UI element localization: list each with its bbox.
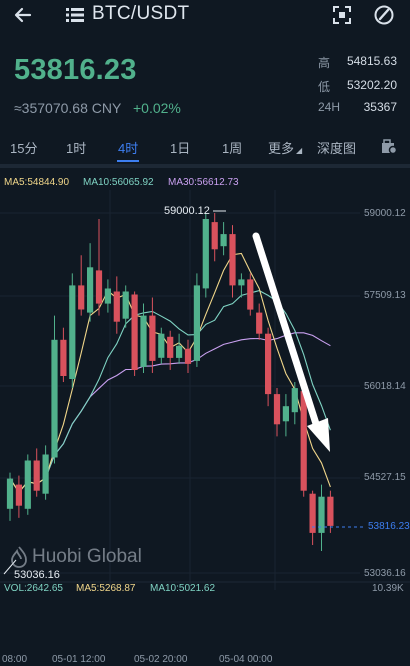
volume-24h-value: 35367 — [363, 100, 397, 114]
fullscreen-icon[interactable] — [329, 2, 355, 28]
candle — [15, 484, 22, 506]
candle — [220, 234, 227, 247]
candle — [273, 394, 281, 425]
chart-grid — [0, 190, 410, 590]
candle — [95, 270, 103, 304]
volume-ma10: MA10:5021.62 — [150, 583, 216, 594]
low-value: 53202.20 — [346, 78, 397, 92]
candle — [42, 454, 49, 494]
low-label: 低 — [318, 80, 331, 94]
candle — [24, 460, 31, 509]
huobi-watermark: Huobi Global — [10, 546, 142, 568]
low-marker-line — [3, 559, 17, 575]
volume-24h-label: 24H — [318, 100, 341, 114]
ma-lines — [9, 252, 331, 494]
settings-icon[interactable] — [378, 136, 400, 158]
candle — [122, 291, 129, 319]
caret-down-icon: ◢ — [296, 146, 303, 155]
candle — [167, 336, 174, 358]
candle — [229, 234, 236, 286]
volume-value: VOL:2642.65 — [4, 583, 63, 594]
date-label: 08:00 — [2, 654, 28, 665]
date-label: 05-04 00:00 — [219, 654, 273, 665]
candle — [291, 388, 298, 413]
price-axis-label: 53036.16 — [364, 568, 406, 579]
pair-title[interactable]: BTC/USDT — [92, 3, 190, 24]
annotations — [3, 210, 365, 575]
volume-max: 10.39K — [372, 583, 404, 594]
indicator-icon[interactable] — [371, 2, 397, 28]
back-arrow-icon[interactable] — [10, 2, 36, 28]
watermark-text: Huobi Global — [32, 546, 142, 567]
volume-ma5: MA5:5268.87 — [76, 583, 136, 594]
candle — [238, 279, 245, 286]
tab-4h[interactable]: 4时 — [118, 141, 139, 156]
candles — [6, 213, 334, 552]
date-label: 05-02 20:00 — [134, 654, 188, 665]
date-label: 05-01 12:00 — [52, 654, 106, 665]
candle — [140, 315, 147, 367]
candlestick-chart[interactable] — [0, 190, 410, 590]
candle — [149, 315, 156, 361]
tab-1h[interactable]: 1时 — [66, 141, 87, 156]
candle — [78, 285, 85, 310]
low-price-marker: 53036.16 — [14, 569, 60, 581]
candle — [60, 339, 67, 376]
high-price-marker: 59000.12 — [164, 205, 210, 217]
price-axis-label: 59000.12 — [364, 208, 406, 219]
ma30-value: MA30:56612.73 — [168, 177, 239, 188]
candle — [104, 288, 111, 304]
candle — [211, 222, 218, 250]
candle — [265, 333, 272, 395]
candle — [6, 478, 14, 509]
candle — [318, 496, 325, 533]
menu-icon[interactable] — [64, 4, 86, 26]
high-label: 高 — [318, 56, 331, 70]
candle — [158, 333, 165, 358]
active-tab-indicator — [117, 160, 139, 162]
price-change: +0.02% — [133, 100, 181, 116]
candle — [87, 267, 94, 313]
candle — [247, 279, 254, 310]
candle — [300, 391, 307, 491]
ma5-line — [9, 252, 331, 494]
candle — [33, 460, 40, 491]
interval-tabs: 15分 1时 4时 1日 1周 更多 ◢ 深度图 — [0, 130, 410, 164]
trend-arrow-shaft — [252, 232, 322, 434]
candle — [282, 406, 289, 422]
candle — [69, 285, 76, 379]
high-value: 54815.63 — [346, 54, 397, 68]
candle — [256, 312, 263, 334]
tab-more[interactable]: 更多 ◢ — [268, 138, 302, 157]
trend-arrow-head — [307, 418, 330, 452]
ma5-value: MA5:54844.90 — [4, 177, 70, 188]
cny-price: ≈357070.68 CNY — [14, 100, 122, 116]
candle — [309, 493, 316, 533]
huobi-logo-icon — [11, 546, 27, 568]
price-axis-label: 54527.15 — [364, 472, 406, 483]
price-axis-label: 57509.13 — [364, 290, 406, 301]
price-axis-label: 56018.14 — [364, 381, 406, 392]
tab-depth[interactable]: 深度图 — [317, 141, 357, 156]
tab-more-label: 更多 — [268, 141, 295, 156]
tab-1w[interactable]: 1周 — [222, 141, 243, 156]
candle — [193, 285, 200, 361]
candle — [327, 496, 334, 526]
current-price-tag: 53816.23 — [368, 521, 410, 532]
candle — [202, 219, 209, 289]
top-bar: BTC/USDT — [0, 0, 410, 32]
candle — [176, 345, 183, 358]
candle — [184, 348, 192, 364]
candle — [51, 339, 58, 458]
candle — [113, 291, 120, 322]
candle — [131, 294, 138, 370]
tab-1d[interactable]: 1日 — [170, 141, 191, 156]
tab-15m[interactable]: 15分 — [10, 141, 38, 156]
ma10-value: MA10:56065.92 — [83, 177, 154, 188]
last-price: 53816.23 — [14, 54, 137, 86]
divider — [0, 164, 410, 168]
